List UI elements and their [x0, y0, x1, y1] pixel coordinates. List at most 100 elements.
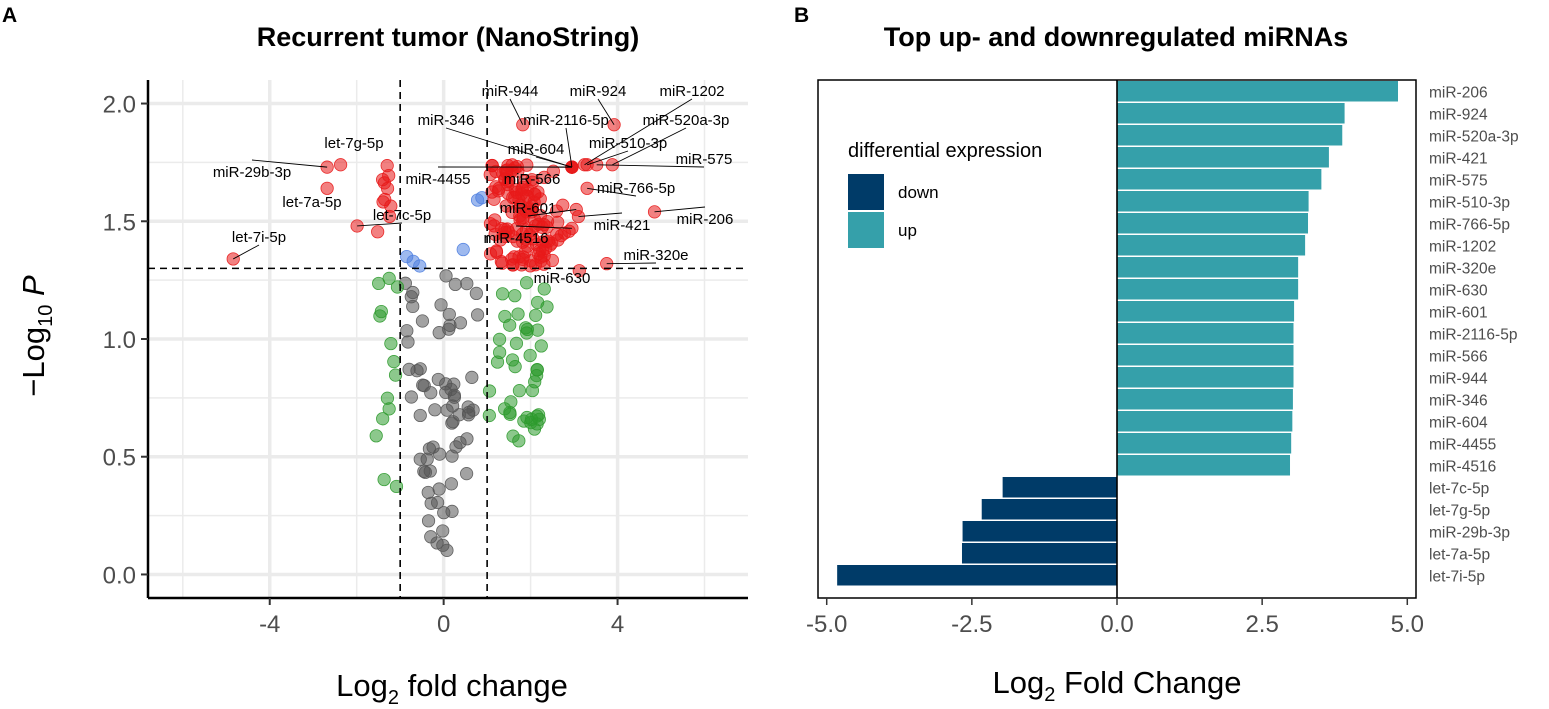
point-label: miR-944	[482, 83, 539, 100]
fc-only-point	[503, 407, 517, 421]
label-leader-line	[233, 244, 260, 260]
bar-miR-2116-5p	[1117, 323, 1294, 344]
sig-point	[506, 229, 520, 244]
fc-only-point	[523, 348, 537, 363]
label-leader-line	[596, 164, 705, 168]
sig-point	[554, 229, 568, 243]
sig-point	[508, 190, 522, 204]
ns-point	[410, 364, 424, 378]
sig-point	[546, 164, 560, 178]
sig-point	[525, 173, 539, 187]
sig-point	[520, 158, 534, 172]
category-label: let-7i-5p	[1429, 569, 1485, 586]
fc-only-point	[482, 408, 496, 423]
point-label: miR-4516	[483, 230, 548, 247]
p-only-point	[456, 242, 470, 257]
point-label: miR-29b-3p	[213, 164, 291, 181]
category-label: miR-766-5p	[1429, 217, 1510, 234]
ns-point	[413, 408, 427, 423]
category-label: miR-4455	[1429, 437, 1496, 454]
ns-point	[423, 464, 437, 478]
category-label: miR-29b-3p	[1429, 525, 1510, 542]
category-label: miR-604	[1429, 415, 1488, 432]
legend-label-up: up	[898, 221, 917, 240]
ns-point	[466, 403, 480, 417]
label-leader-line	[584, 98, 693, 166]
panel-a-letter: A	[2, 4, 17, 27]
ns-point	[446, 415, 460, 429]
fc-only-point	[534, 339, 548, 353]
label-leader-line	[445, 127, 573, 168]
ns-point	[422, 442, 437, 456]
label-leader-line	[357, 222, 403, 227]
label-leader-line	[515, 225, 572, 229]
point-label: miR-346	[418, 112, 475, 129]
bar-let-7c-5p	[1002, 477, 1117, 498]
volcano-points	[226, 118, 662, 557]
point-label: let-7c-5p	[373, 207, 431, 224]
point-label: miR-320e	[623, 247, 688, 264]
bar-miR-566	[1117, 345, 1294, 366]
p-only-point	[413, 259, 427, 273]
point-label: miR-630	[534, 270, 591, 287]
sig-point	[382, 168, 396, 183]
bar-let-7a-5p	[961, 543, 1117, 564]
sig-point	[371, 225, 385, 239]
ns-point	[449, 440, 463, 454]
bar-let-7i-5p	[837, 565, 1117, 586]
bar-miR-421	[1117, 147, 1329, 168]
y-tick-label: 1.0	[103, 327, 136, 354]
category-label: miR-510-3p	[1429, 195, 1510, 212]
ns-point	[406, 299, 420, 314]
bar-chart-legend: differential expression down up	[848, 140, 1042, 248]
sig-point	[489, 244, 504, 258]
fc-only-point	[387, 355, 401, 369]
category-label: miR-320e	[1429, 261, 1496, 278]
ns-point	[437, 506, 451, 520]
fc-only-point	[527, 422, 542, 436]
volcano-x-axis-title: Log2 fold change	[336, 668, 568, 709]
fc-only-point	[508, 360, 522, 374]
y-tick-label: 0.0	[103, 562, 136, 589]
fc-only-point	[509, 336, 524, 350]
fc-only-point	[529, 308, 543, 322]
fc-only-point	[512, 384, 527, 398]
ns-point	[436, 524, 450, 538]
bar-miR-766-5p	[1117, 213, 1309, 234]
ns-point	[421, 514, 436, 528]
category-label: miR-1202	[1429, 239, 1496, 256]
point-label: miR-575	[676, 151, 733, 168]
point-label: miR-510-3p	[589, 135, 667, 152]
fc-only-point	[512, 434, 526, 448]
legend-swatch-down	[848, 174, 884, 210]
ns-point	[434, 298, 448, 312]
ns-point	[439, 377, 453, 391]
x-tick-label: 0.0	[1100, 611, 1133, 638]
bar-miR-601	[1117, 301, 1295, 322]
fc-only-point	[376, 412, 390, 426]
bar-miR-4516	[1117, 455, 1291, 476]
x-tick-label: 4	[611, 611, 624, 638]
ns-point	[424, 496, 438, 510]
category-label: let-7c-5p	[1429, 481, 1489, 498]
fc-only-point	[382, 271, 396, 285]
point-label: miR-206	[677, 211, 734, 228]
volcano-grid	[148, 80, 748, 598]
category-label: miR-924	[1429, 107, 1488, 124]
point-label: let-7g-5p	[324, 135, 383, 152]
category-label: miR-421	[1429, 151, 1488, 168]
ns-point	[470, 308, 485, 322]
label-leader-line	[578, 212, 623, 218]
label-leader-line	[527, 209, 577, 217]
bar-miR-4455	[1117, 433, 1292, 454]
bar-miR-604	[1117, 411, 1293, 432]
sig-point	[506, 258, 520, 272]
category-label: miR-4516	[1429, 459, 1496, 476]
legend-label-down: down	[898, 183, 939, 202]
ns-point	[401, 335, 415, 349]
bar-miR-510-3p	[1117, 191, 1309, 212]
ns-point	[406, 285, 420, 300]
fc-only-point	[519, 276, 534, 290]
category-label: miR-206	[1429, 85, 1488, 102]
